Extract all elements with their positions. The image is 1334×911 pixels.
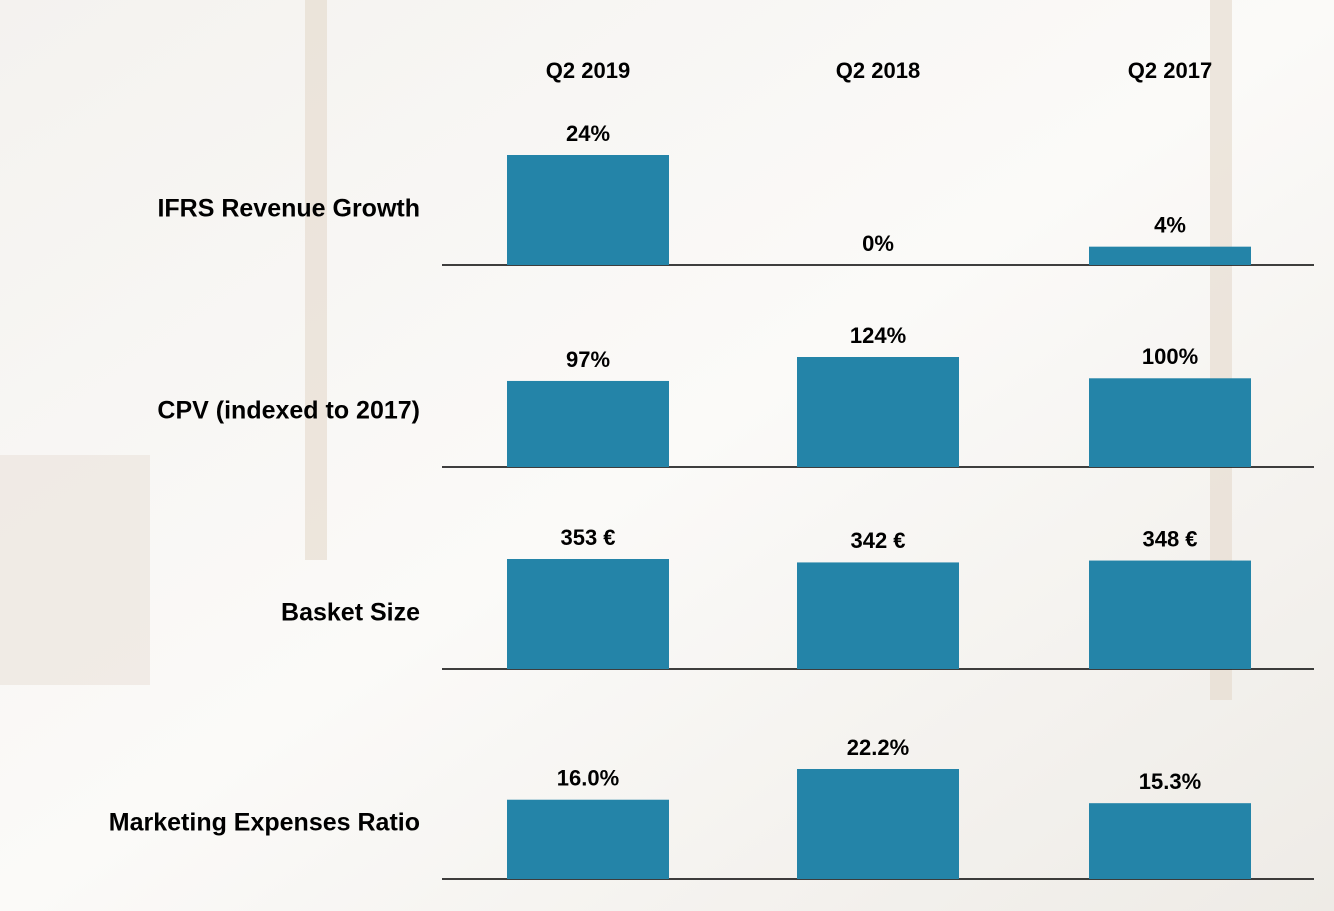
bar [797, 562, 959, 669]
value-label: 124% [850, 323, 906, 348]
row-label: IFRS Revenue Growth [157, 195, 420, 223]
value-label: 16.0% [557, 766, 619, 791]
column-header: Q2 2018 [836, 58, 920, 83]
row-label: Basket Size [281, 599, 420, 627]
value-label: 348 € [1142, 526, 1197, 551]
bar [1089, 378, 1251, 467]
value-label: 342 € [850, 528, 905, 553]
bar [507, 799, 669, 879]
bar [507, 155, 669, 265]
bar [1089, 560, 1251, 669]
bar [507, 380, 669, 467]
column-header: Q2 2019 [546, 58, 630, 83]
value-label: 97% [566, 347, 610, 372]
value-label: 353 € [560, 525, 615, 550]
bar [1089, 246, 1251, 265]
value-label: 15.3% [1139, 769, 1201, 794]
column-header: Q2 2017 [1128, 58, 1212, 83]
bar [1089, 803, 1251, 879]
row-label: Marketing Expenses Ratio [109, 809, 420, 837]
value-label: 0% [862, 231, 894, 256]
bar [507, 559, 669, 669]
row-label: CPV (indexed to 2017) [157, 397, 420, 425]
bar [797, 769, 959, 879]
value-label: 24% [566, 121, 610, 146]
value-label: 100% [1142, 344, 1198, 369]
value-label: 22.2% [847, 735, 909, 760]
bar [797, 357, 959, 467]
background-post [1210, 0, 1232, 700]
value-label: 4% [1154, 212, 1186, 237]
background-post [305, 0, 327, 560]
background-dresser [0, 455, 150, 685]
